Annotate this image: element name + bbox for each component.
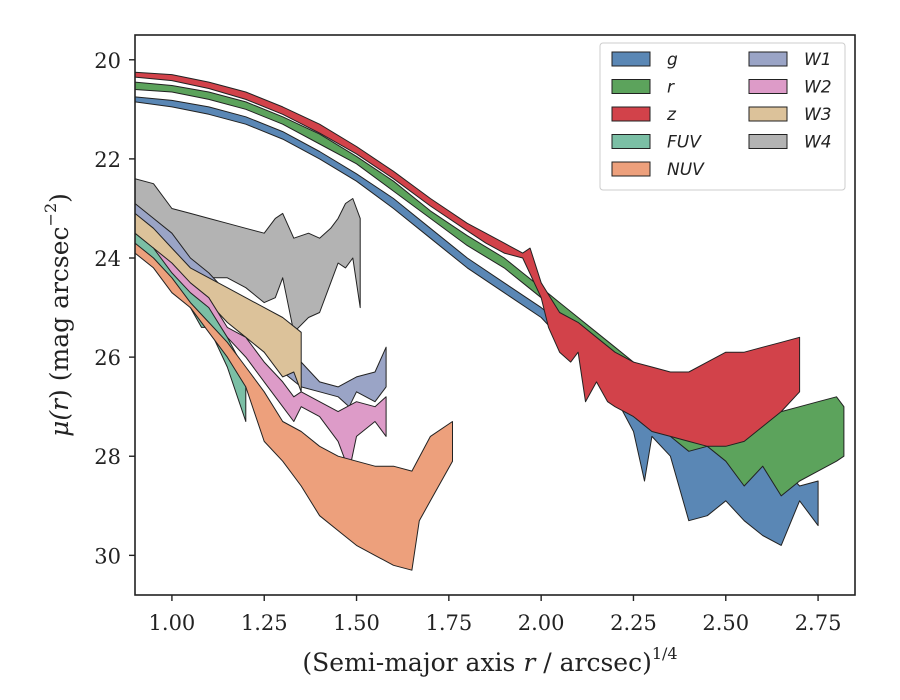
y-tick-label: 22 [94, 148, 121, 172]
band-z [135, 71, 801, 447]
legend-label-w4: W4 [804, 133, 832, 153]
x-tick-label: 2.50 [702, 611, 749, 635]
legend-label-w2: W2 [804, 78, 832, 98]
band-g [135, 96, 819, 546]
x-tick-label: 2.25 [610, 611, 657, 635]
legend-swatch-fuv [611, 134, 651, 149]
y-axis: 20 22 24 26 28 30 [94, 49, 135, 568]
band-r [135, 81, 845, 497]
legend-label-r: r [667, 78, 675, 98]
legend-label-g: g [667, 50, 678, 70]
x-axis: 1.00 1.25 1.50 1.75 2.00 2.25 2.50 2.75 [149, 595, 842, 635]
x-tick-label: 2.00 [518, 611, 565, 635]
legend-swatch-z [611, 106, 651, 122]
plot-frame [134, 34, 856, 596]
legend-label-z: z [666, 105, 677, 125]
legend-swatch-w3 [748, 106, 788, 122]
legend-swatch-w1 [748, 51, 788, 67]
y-tick-label: 24 [94, 247, 121, 271]
y-tick-label: 30 [94, 544, 121, 568]
legend-label-fuv: FUV [667, 133, 702, 153]
y-tick-label: 26 [94, 346, 121, 370]
legend-swatch-r [611, 79, 651, 94]
legend-swatch-w4 [748, 134, 788, 149]
x-axis-title: (Semi-major axis r / arcsec)1/4 [302, 644, 677, 677]
legend-swatch-nuv [611, 161, 651, 177]
y-tick-label: 28 [94, 445, 121, 469]
x-tick-label: 2.75 [795, 611, 842, 635]
y-axis-title: μ(r) (mag arcsec−2) [41, 193, 74, 437]
x-tick-label: 1.00 [149, 611, 196, 635]
legend-label-nuv: NUV [667, 160, 705, 180]
y-tick-label: 20 [94, 49, 121, 73]
x-tick-label: 1.25 [241, 611, 288, 635]
legend-swatch-g [611, 51, 651, 67]
x-tick-label: 1.75 [425, 611, 472, 635]
legend-label-w3: W3 [804, 105, 832, 125]
legend-swatch-w2 [748, 79, 788, 94]
legend-label-w1: W1 [804, 50, 832, 70]
legend: grz FUV NUV W1 W2 W3 W4 [599, 42, 846, 191]
x-tick-label: 1.50 [333, 611, 380, 635]
band-nuv [135, 242, 453, 571]
bands-layer [135, 71, 845, 571]
band-w4 [135, 178, 361, 333]
